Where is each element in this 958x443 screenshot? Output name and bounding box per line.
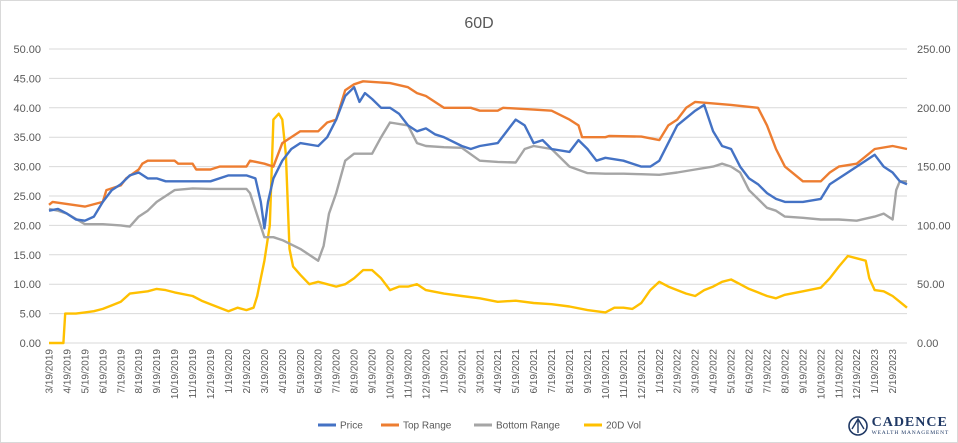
x-tick-label: 11/19/2022	[834, 349, 845, 399]
left-tick-label: 50.00	[13, 44, 41, 56]
left-tick-label: 30.00	[13, 162, 41, 174]
right-tick-label: 100.00	[917, 220, 951, 232]
left-tick-label: 25.00	[13, 191, 41, 203]
x-tick-label: 4/19/2022	[709, 349, 720, 394]
left-tick-label: 15.00	[13, 250, 41, 262]
x-tick-label: 5/19/2020	[296, 349, 307, 394]
x-tick-label: 9/19/2022	[798, 349, 809, 394]
x-tick-label: 10/19/2021	[601, 349, 612, 399]
x-tick-label: 6/19/2021	[529, 349, 540, 394]
x-tick-label: 11/19/2019	[188, 349, 199, 399]
x-tick-label: 4/19/2021	[493, 349, 504, 394]
legend: Price Top Range Bottom Range 20D Vol	[318, 421, 641, 432]
x-tick-label: 10/19/2020	[386, 349, 397, 399]
legend-label: Bottom Range	[496, 421, 560, 432]
x-tick-label: 5/19/2022	[727, 349, 738, 394]
left-tick-label: 40.00	[13, 103, 41, 115]
x-tick-label: 2/19/2020	[242, 349, 253, 394]
left-tick-label: 5.00	[20, 309, 41, 321]
x-tick-label: 9/19/2021	[583, 349, 594, 394]
x-tick-label: 12/19/2021	[637, 349, 648, 399]
x-tick-label: 10/19/2022	[816, 349, 827, 399]
x-tick-label: 7/19/2022	[762, 349, 773, 394]
legend-label: Top Range	[403, 421, 452, 432]
left-tick-label: 10.00	[13, 279, 41, 291]
logo-name: CADENCE	[871, 415, 948, 430]
x-tick-label: 9/19/2020	[368, 349, 379, 394]
right-tick-label: 250.00	[917, 44, 951, 56]
x-tick-label: 2/19/2023	[888, 349, 899, 394]
legend-label: Price	[340, 421, 363, 432]
x-tick-label: 6/19/2020	[314, 349, 325, 394]
x-tick-label: 5/19/2019	[80, 349, 91, 394]
x-tick-label: 11/19/2021	[619, 349, 630, 399]
legend-label: 20D Vol	[606, 421, 641, 432]
right-tick-label: 0.00	[917, 338, 938, 350]
x-tick-label: 1/19/2022	[655, 349, 666, 394]
series-line-20d-vol	[49, 112, 908, 345]
right-tick-label: 50.00	[917, 279, 945, 291]
x-tick-label: 1/19/2020	[224, 349, 235, 394]
x-tick-label: 3/19/2020	[260, 349, 271, 394]
series-line-price	[48, 86, 908, 230]
x-tick-label: 8/19/2021	[565, 349, 576, 394]
x-tick-label: 6/19/2019	[98, 349, 109, 394]
left-tick-label: 0.00	[20, 338, 41, 350]
x-axis-ticks: 3/19/2019 4/19/2019 5/19/2019 6/19/2019 7/19…	[45, 349, 900, 399]
gridlines	[49, 48, 907, 344]
series-line-bottom-range	[48, 121, 907, 262]
x-tick-label: 8/19/2019	[134, 349, 145, 394]
series-group	[48, 80, 908, 345]
x-tick-label: 1/19/2023	[870, 349, 881, 394]
x-tick-label: 8/19/2022	[780, 349, 791, 394]
x-tick-label: 12/19/2020	[421, 349, 432, 399]
x-tick-label: 5/19/2021	[511, 349, 522, 394]
left-tick-label: 35.00	[13, 132, 41, 144]
x-tick-label: 7/19/2021	[547, 349, 558, 394]
left-tick-label: 45.00	[13, 73, 41, 85]
logo-subtitle: WEALTH MANAGEMENT	[871, 430, 949, 436]
x-tick-label: 8/19/2020	[350, 349, 361, 394]
x-tick-label: 4/19/2019	[62, 349, 73, 394]
right-axis-ticks: 0.00 50.00 100.00 150.00 200.00 250.00	[917, 44, 951, 350]
x-tick-label: 6/19/2022	[745, 349, 756, 394]
left-tick-label: 20.00	[13, 220, 41, 232]
x-tick-label: 1/19/2021	[439, 349, 450, 394]
right-tick-label: 200.00	[917, 103, 951, 115]
cadence-logo: CADENCE WEALTH MANAGEMENT	[847, 415, 949, 436]
x-tick-label: 2/19/2021	[457, 349, 468, 394]
right-tick-label: 150.00	[917, 162, 951, 174]
x-tick-label: 3/19/2021	[475, 349, 486, 394]
x-tick-label: 12/19/2022	[852, 349, 863, 399]
x-tick-label: 7/19/2020	[332, 349, 343, 394]
x-tick-label: 2/19/2022	[673, 349, 684, 394]
x-tick-label: 12/19/2019	[206, 349, 217, 399]
left-axis-ticks: 0.00 5.00 10.00 15.00 20.00 25.00 30.00 35.00 40…	[13, 44, 41, 350]
series-line-top-range	[48, 80, 908, 208]
x-tick-label: 3/19/2022	[691, 349, 702, 394]
x-tick-label: 11/19/2020	[403, 349, 414, 399]
x-tick-label: 4/19/2020	[278, 349, 289, 394]
x-tick-label: 7/19/2019	[116, 349, 127, 394]
x-tick-label: 9/19/2019	[152, 349, 163, 394]
cadence-logo-icon	[847, 416, 868, 436]
chart-title: 60D	[464, 15, 493, 32]
x-tick-label: 3/19/2019	[45, 349, 56, 394]
x-tick-label: 10/19/2019	[170, 349, 181, 399]
